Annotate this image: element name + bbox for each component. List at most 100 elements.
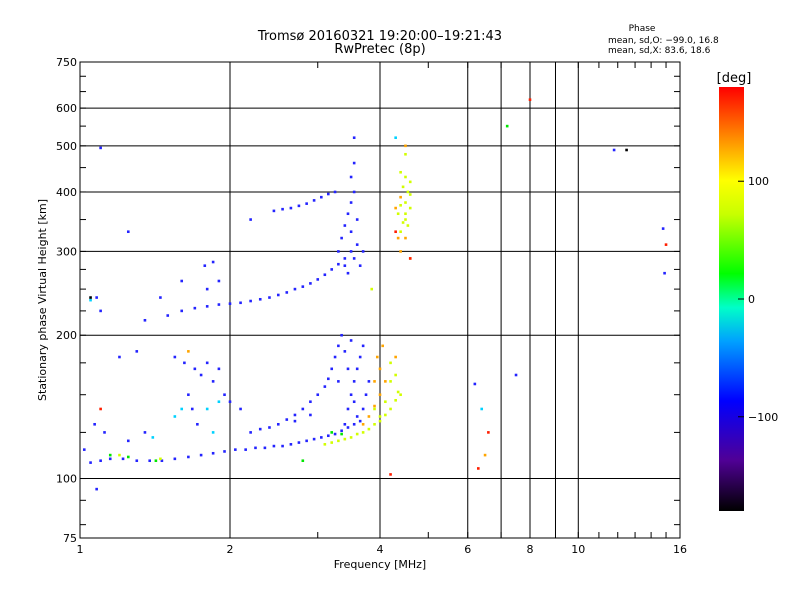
data-point xyxy=(340,236,343,240)
data-point xyxy=(199,453,203,457)
data-point xyxy=(346,271,350,275)
data-point xyxy=(301,459,305,463)
data-point xyxy=(406,224,410,227)
data-point xyxy=(352,422,356,426)
data-point xyxy=(135,350,139,353)
data-point xyxy=(340,429,343,433)
data-point xyxy=(223,393,226,397)
data-point xyxy=(203,264,207,267)
y-tick-label: 75 xyxy=(63,532,77,545)
y-tick-labels: 75 100 200 300 400 500 600 750 xyxy=(56,56,77,545)
data-point xyxy=(327,192,330,196)
data-point xyxy=(399,393,402,397)
data-point xyxy=(346,407,350,411)
data-point xyxy=(239,407,242,411)
data-point xyxy=(196,422,199,426)
data-point xyxy=(361,422,365,426)
data-point xyxy=(661,227,665,230)
data-point xyxy=(211,260,215,264)
data-point xyxy=(118,355,121,359)
data-point xyxy=(276,422,280,426)
x-tick-label: 4 xyxy=(377,543,384,556)
data-point xyxy=(355,243,359,246)
data-point xyxy=(404,175,407,179)
data-point xyxy=(99,309,102,313)
data-point xyxy=(473,382,477,386)
data-point xyxy=(343,257,347,260)
data-point xyxy=(217,400,221,404)
data-point xyxy=(399,230,402,234)
data-point xyxy=(337,262,340,266)
data-point xyxy=(249,431,252,434)
data-point xyxy=(228,400,232,404)
data-point xyxy=(126,230,130,234)
data-point xyxy=(180,309,184,313)
data-point xyxy=(401,185,405,189)
data-point xyxy=(333,190,337,194)
phase-box-line1: mean, sd,O: −99.0, 16.8 xyxy=(608,36,719,46)
data-point xyxy=(244,448,247,451)
data-point xyxy=(384,413,387,417)
data-point xyxy=(268,296,271,299)
chart-title: Tromsø 20160321 19:20:00–19:21:43 xyxy=(257,29,502,44)
data-point xyxy=(373,380,376,383)
data-point xyxy=(99,146,102,150)
colorbar-tick-label: 100 xyxy=(748,175,769,188)
data-point xyxy=(355,218,359,221)
data-point xyxy=(378,367,382,371)
data-point xyxy=(327,377,330,381)
grid-lines xyxy=(80,62,680,538)
data-point xyxy=(330,441,334,444)
data-point xyxy=(358,264,362,267)
data-point xyxy=(384,400,387,404)
phase-box-line2: mean, sd,X: 83.6, 18.6 xyxy=(608,46,711,56)
data-point xyxy=(301,285,305,288)
data-point xyxy=(399,170,402,174)
data-point xyxy=(389,473,392,476)
data-point xyxy=(234,448,237,451)
data-point xyxy=(108,457,112,461)
colorbar-tick-label: 0 xyxy=(748,293,755,306)
data-point xyxy=(151,436,155,439)
data-point xyxy=(327,434,330,438)
data-point xyxy=(323,385,327,388)
data-point xyxy=(103,431,106,434)
data-point xyxy=(364,393,368,397)
data-point xyxy=(505,124,509,128)
data-point xyxy=(135,459,139,463)
axis-ticks xyxy=(79,61,681,538)
y-tick-label: 300 xyxy=(56,245,77,258)
data-point xyxy=(301,407,305,411)
data-point xyxy=(664,243,668,246)
data-point xyxy=(367,380,371,383)
data-point xyxy=(349,250,353,253)
data-point xyxy=(367,415,371,418)
data-point xyxy=(126,455,130,459)
data-point xyxy=(249,299,252,303)
data-point xyxy=(285,418,289,421)
data-point xyxy=(272,209,276,213)
data-point xyxy=(375,355,379,359)
data-point xyxy=(349,201,353,204)
data-point xyxy=(297,441,301,444)
data-point xyxy=(289,206,293,210)
data-point xyxy=(118,453,121,457)
data-point xyxy=(625,148,628,152)
data-point xyxy=(173,415,177,418)
data-point xyxy=(320,195,323,199)
data-point xyxy=(320,436,323,439)
data-point xyxy=(399,250,402,253)
data-points xyxy=(82,98,668,491)
data-point xyxy=(612,148,616,152)
colorbar-ticks: 100 0 −100 xyxy=(738,175,778,424)
data-point xyxy=(346,426,350,429)
data-point xyxy=(394,373,397,377)
data-point xyxy=(404,144,407,148)
data-point xyxy=(389,407,392,411)
data-point xyxy=(160,459,164,463)
data-point xyxy=(399,195,402,199)
data-point xyxy=(384,380,387,383)
data-point xyxy=(95,296,98,299)
data-point xyxy=(352,136,356,140)
data-point xyxy=(89,296,92,299)
